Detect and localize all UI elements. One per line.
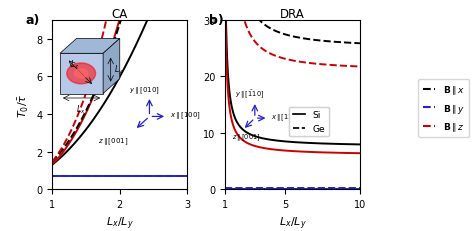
Y-axis label: $T_0/\bar{\tau}$: $T_0/\bar{\tau}$ [17,93,31,117]
Text: $z \parallel [001]$: $z \parallel [001]$ [98,135,128,146]
Text: $z \parallel [001]$: $z \parallel [001]$ [232,132,261,143]
Text: $y \parallel [010]$: $y \parallel [010]$ [128,85,159,95]
Title: DRA: DRA [280,8,305,21]
Text: $y \parallel [\bar{1}10]$: $y \parallel [\bar{1}10]$ [235,88,264,100]
Title: CA: CA [111,8,128,21]
Legend: Si, Ge: Si, Ge [289,107,329,137]
Text: $x \parallel [110]$: $x \parallel [110]$ [271,112,300,122]
Text: $x \parallel [100]$: $x \parallel [100]$ [170,110,201,121]
X-axis label: $L_x/L_y$: $L_x/L_y$ [106,215,134,231]
Text: a): a) [25,14,39,27]
Legend: $\mathbf{B} \parallel x$, $\mathbf{B} \parallel y$, $\mathbf{B} \parallel z$: $\mathbf{B} \parallel x$, $\mathbf{B} \p… [419,79,469,138]
Text: b): b) [209,14,224,27]
X-axis label: $L_x/L_y$: $L_x/L_y$ [279,215,307,231]
